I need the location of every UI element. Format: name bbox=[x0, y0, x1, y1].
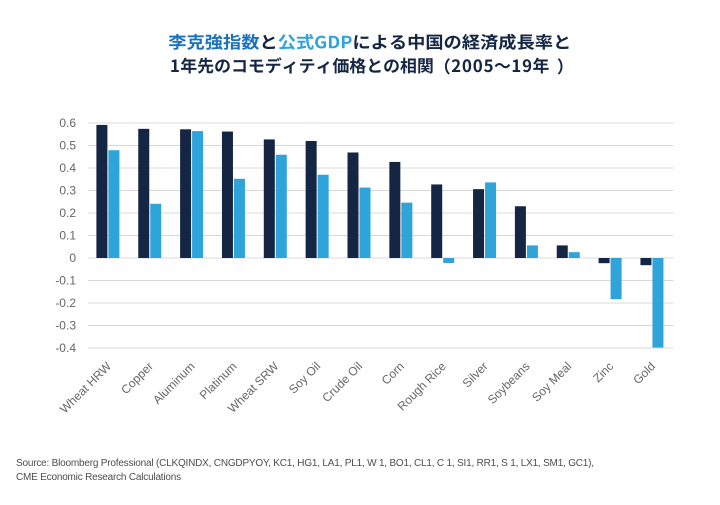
svg-text:-0.4: -0.4 bbox=[55, 341, 76, 355]
svg-text:0: 0 bbox=[69, 251, 76, 265]
svg-text:0.5: 0.5 bbox=[59, 139, 76, 153]
svg-text:-0.3: -0.3 bbox=[55, 319, 76, 333]
svg-text:0.4: 0.4 bbox=[59, 161, 76, 175]
svg-text:0.2: 0.2 bbox=[59, 206, 76, 220]
svg-text:-0.2: -0.2 bbox=[55, 296, 76, 310]
svg-text:-0.1: -0.1 bbox=[55, 274, 76, 288]
svg-text:Source: Bloomberg Professional: Source: Bloomberg Professional (CLKQINDX… bbox=[16, 458, 594, 469]
svg-text:CME Economic Research Calculat: CME Economic Research Calculations bbox=[16, 472, 181, 483]
svg-text:0.6: 0.6 bbox=[59, 116, 76, 130]
svg-text:0.1: 0.1 bbox=[59, 229, 76, 243]
svg-text:0.3: 0.3 bbox=[59, 184, 76, 198]
